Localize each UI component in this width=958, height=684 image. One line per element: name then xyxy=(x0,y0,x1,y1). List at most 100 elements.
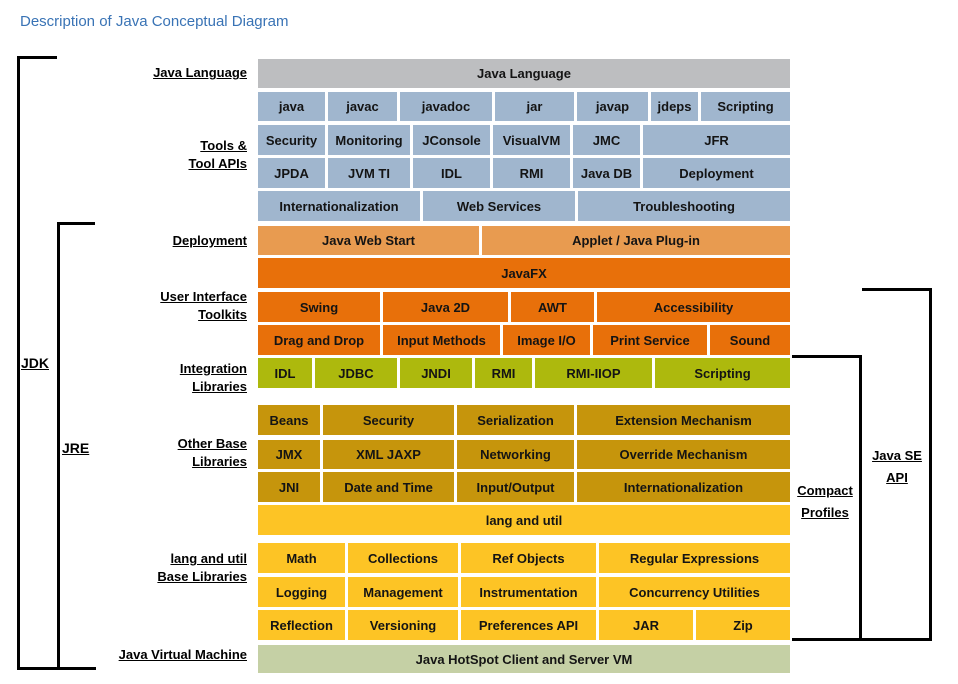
diagram-grid: Java Language java javac javadoc jar javap jde… xyxy=(258,0,790,684)
compact-profiles-label-line2[interactable]: Profiles xyxy=(801,505,849,520)
box-javadoc[interactable]: javadoc xyxy=(400,92,492,121)
box-preferences-api[interactable]: Preferences API xyxy=(461,610,596,640)
box-extension-mechanism[interactable]: Extension Mechanism xyxy=(577,405,790,435)
box-zip[interactable]: Zip xyxy=(696,610,790,640)
compact-profiles-bracket-top xyxy=(792,355,862,358)
box-jvm-ti[interactable]: JVM TI xyxy=(328,158,410,188)
box-idl[interactable]: IDL xyxy=(258,358,312,388)
tools-row-1: java javac javadoc jar javap jdeps Scripting xyxy=(258,92,790,121)
label-lang-util-line2[interactable]: Base Libraries xyxy=(157,569,247,584)
box-internationalization[interactable]: Internationalization xyxy=(258,191,420,221)
box-deployment[interactable]: Deployment xyxy=(643,158,790,188)
jdk-label[interactable]: JDK xyxy=(21,355,50,371)
lang-util-row-3: Reflection Versioning Preferences API JAR Zi… xyxy=(258,610,790,640)
jre-bracket-vertical xyxy=(57,222,60,670)
box-javafx[interactable]: JavaFX xyxy=(258,258,790,288)
box-drag-and-drop[interactable]: Drag and Drop xyxy=(258,325,380,355)
box-instrumentation[interactable]: Instrumentation xyxy=(461,577,596,607)
box-jmc[interactable]: JMC xyxy=(573,125,640,155)
box-input-methods[interactable]: Input Methods xyxy=(383,325,500,355)
box-internationalization[interactable]: Internationalization xyxy=(577,472,790,502)
box-java-db[interactable]: Java DB xyxy=(573,158,640,188)
java-se-api-label-line2[interactable]: API xyxy=(886,470,908,485)
label-tools-line1[interactable]: Tools & xyxy=(200,138,247,153)
box-input-output[interactable]: Input/Output xyxy=(457,472,574,502)
label-java-language[interactable]: Java Language xyxy=(153,65,247,80)
box-regular-expressions[interactable]: Regular Expressions xyxy=(599,543,790,573)
box-security[interactable]: Security xyxy=(323,405,454,435)
box-applet-java-plug-in[interactable]: Applet / Java Plug-in xyxy=(482,226,790,255)
label-tools-line2[interactable]: Tool APIs xyxy=(188,156,248,171)
label-integration-line1[interactable]: Integration xyxy=(179,361,247,376)
box-troubleshooting[interactable]: Troubleshooting xyxy=(578,191,790,221)
label-ui-toolkits-line2[interactable]: Toolkits xyxy=(198,307,247,322)
java-se-api-bracket-bottom xyxy=(862,638,932,641)
box-logging[interactable]: Logging xyxy=(258,577,345,607)
compact-profiles-label-line1[interactable]: Compact xyxy=(797,483,853,498)
box-awt[interactable]: AWT xyxy=(511,292,594,322)
compact-profiles-bracket-vertical xyxy=(859,355,862,641)
box-image-i-o[interactable]: Image I/O xyxy=(503,325,590,355)
box-jar[interactable]: JAR xyxy=(599,610,693,640)
label-integration-line2[interactable]: Libraries xyxy=(192,379,247,394)
box-xml-jaxp[interactable]: XML JAXP xyxy=(323,440,454,469)
box-lang-and-util[interactable]: lang and util xyxy=(258,505,790,535)
box-sound[interactable]: Sound xyxy=(710,325,790,355)
box-date-and-time[interactable]: Date and Time xyxy=(323,472,454,502)
box-scripting[interactable]: Scripting xyxy=(701,92,790,121)
label-other-base-line1[interactable]: Other Base xyxy=(177,436,247,451)
box-ref-objects[interactable]: Ref Objects xyxy=(461,543,596,573)
box-security[interactable]: Security xyxy=(258,125,325,155)
box-collections[interactable]: Collections xyxy=(348,543,458,573)
box-jdeps[interactable]: jdeps xyxy=(651,92,698,121)
box-management[interactable]: Management xyxy=(348,577,458,607)
box-monitoring[interactable]: Monitoring xyxy=(328,125,410,155)
box-jfr[interactable]: JFR xyxy=(643,125,790,155)
box-reflection[interactable]: Reflection xyxy=(258,610,345,640)
java-se-api-bracket-vertical xyxy=(929,288,932,641)
deployment-row: Java Web Start Applet / Java Plug-in xyxy=(258,226,790,255)
box-web-services[interactable]: Web Services xyxy=(423,191,575,221)
box-concurrency-utilities[interactable]: Concurrency Utilities xyxy=(599,577,790,607)
box-versioning[interactable]: Versioning xyxy=(348,610,458,640)
box-jar[interactable]: jar xyxy=(495,92,574,121)
box-jni[interactable]: JNI xyxy=(258,472,320,502)
label-ui-toolkits-line1[interactable]: User Interface xyxy=(160,289,247,304)
jre-label[interactable]: JRE xyxy=(62,440,90,456)
label-java-virtual-machine[interactable]: Java Virtual Machine xyxy=(118,647,247,662)
box-math[interactable]: Math xyxy=(258,543,345,573)
label-lang-util-line1[interactable]: lang and util xyxy=(170,551,247,566)
box-java-language[interactable]: Java Language xyxy=(258,59,790,88)
page-title[interactable]: Description of Java Conceptual Diagram xyxy=(20,13,289,30)
java-se-api-bracket-top xyxy=(862,288,932,291)
box-jndi[interactable]: JNDI xyxy=(400,358,472,388)
box-java-hotspot-client-and-server-vm[interactable]: Java HotSpot Client and Server VM xyxy=(258,645,790,673)
box-javap[interactable]: javap xyxy=(577,92,648,121)
box-jmx[interactable]: JMX xyxy=(258,440,320,469)
box-rmi-iiop[interactable]: RMI-IIOP xyxy=(535,358,652,388)
box-rmi[interactable]: RMI xyxy=(493,158,570,188)
java-se-api-label-line1[interactable]: Java SE xyxy=(872,448,922,463)
box-javac[interactable]: javac xyxy=(328,92,397,121)
box-jpda[interactable]: JPDA xyxy=(258,158,325,188)
label-other-base-line2[interactable]: Libraries xyxy=(192,454,247,469)
box-override-mechanism[interactable]: Override Mechanism xyxy=(577,440,790,469)
jdk-bracket-vertical xyxy=(17,56,20,670)
box-swing[interactable]: Swing xyxy=(258,292,380,322)
box-scripting[interactable]: Scripting xyxy=(655,358,790,388)
box-networking[interactable]: Networking xyxy=(457,440,574,469)
box-accessibility[interactable]: Accessibility xyxy=(597,292,790,322)
box-java-web-start[interactable]: Java Web Start xyxy=(258,226,479,255)
box-print-service[interactable]: Print Service xyxy=(593,325,707,355)
box-rmi[interactable]: RMI xyxy=(475,358,532,388)
box-beans[interactable]: Beans xyxy=(258,405,320,435)
box-jdbc[interactable]: JDBC xyxy=(315,358,397,388)
ui-row-2: Drag and Drop Input Methods Image I/O Print… xyxy=(258,325,790,355)
box-serialization[interactable]: Serialization xyxy=(457,405,574,435)
box-java-2d[interactable]: Java 2D xyxy=(383,292,508,322)
label-deployment[interactable]: Deployment xyxy=(172,233,247,248)
box-visualvm[interactable]: VisualVM xyxy=(493,125,570,155)
box-java[interactable]: java xyxy=(258,92,325,121)
box-idl[interactable]: IDL xyxy=(413,158,490,188)
box-jconsole[interactable]: JConsole xyxy=(413,125,490,155)
